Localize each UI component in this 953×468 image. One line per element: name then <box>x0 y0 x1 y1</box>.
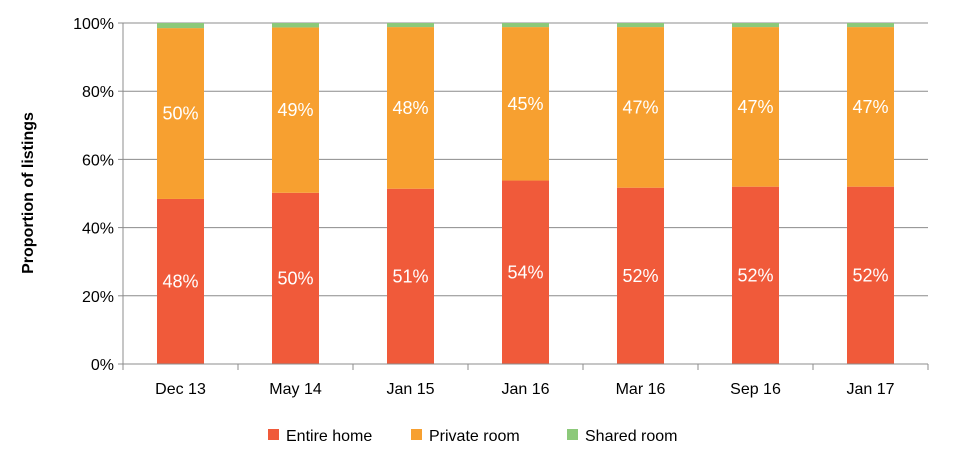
y-axis-title: Proportion of listings <box>20 112 37 274</box>
bar-entire-home <box>387 188 434 364</box>
data-label: 47% <box>622 97 658 117</box>
data-label: 52% <box>852 265 888 285</box>
bar-shared-room <box>732 23 779 28</box>
y-tick-label: 80% <box>82 84 114 101</box>
bar-entire-home <box>617 187 664 364</box>
data-label: 45% <box>507 94 543 114</box>
legend-swatch <box>268 429 279 440</box>
legend-label: Entire home <box>286 428 372 445</box>
bar-entire-home <box>157 198 204 364</box>
data-label: 50% <box>162 104 198 124</box>
data-label: 51% <box>392 266 428 286</box>
data-label: 52% <box>622 266 658 286</box>
legend-label: Shared room <box>585 428 678 445</box>
bar-entire-home <box>732 186 779 364</box>
bar-private-room <box>157 28 204 199</box>
x-tick-label: Sep 16 <box>730 381 781 398</box>
x-tick-label: Jan 16 <box>501 381 549 398</box>
legend-swatch <box>411 429 422 440</box>
y-tick-label: 40% <box>82 221 114 238</box>
y-tick-label: 20% <box>82 289 114 306</box>
legend-swatch <box>567 429 578 440</box>
data-label: 49% <box>277 100 313 120</box>
bar-private-room <box>502 27 549 181</box>
legend: Entire home Private room Shared room <box>268 428 678 445</box>
y-tick-label: 100% <box>73 16 114 33</box>
axes: 0% 20% 40% 60% 80% 100% Dec 13 May 14 Jan 15 Jan … <box>73 16 929 398</box>
bar-entire-home <box>272 192 319 364</box>
data-label: 48% <box>162 271 198 291</box>
legend-label: Private room <box>429 428 520 445</box>
x-tick-label: Jan 17 <box>846 381 894 398</box>
x-tick-label: May 14 <box>269 381 322 398</box>
bar-shared-room <box>272 23 319 28</box>
bar-private-room <box>847 27 894 187</box>
bar-shared-room <box>387 23 434 28</box>
bar-private-room <box>732 27 779 187</box>
data-label: 52% <box>737 265 773 285</box>
bar-entire-home <box>502 180 549 364</box>
bar-shared-room <box>157 23 204 29</box>
data-label: 48% <box>392 98 428 118</box>
data-label: 47% <box>737 97 773 117</box>
bar-shared-room <box>502 23 549 28</box>
x-tick-label: Jan 15 <box>386 381 434 398</box>
bar-private-room <box>387 27 434 189</box>
bars: 48% 50% 50% 49% 51% 48% 54% 45% 52% 47% 52% 47% 52% 4… <box>157 23 894 364</box>
bar-entire-home <box>847 186 894 364</box>
bar-shared-room <box>617 23 664 28</box>
y-tick-label: 0% <box>91 357 114 374</box>
y-tick-label: 60% <box>82 152 114 169</box>
x-tick-label: Dec 13 <box>155 381 206 398</box>
data-label: 47% <box>852 97 888 117</box>
x-tick-label: Mar 16 <box>616 381 666 398</box>
bar-private-room <box>617 27 664 188</box>
data-label: 54% <box>507 262 543 282</box>
data-label: 50% <box>277 268 313 288</box>
bar-shared-room <box>847 23 894 28</box>
bar-private-room <box>272 27 319 193</box>
